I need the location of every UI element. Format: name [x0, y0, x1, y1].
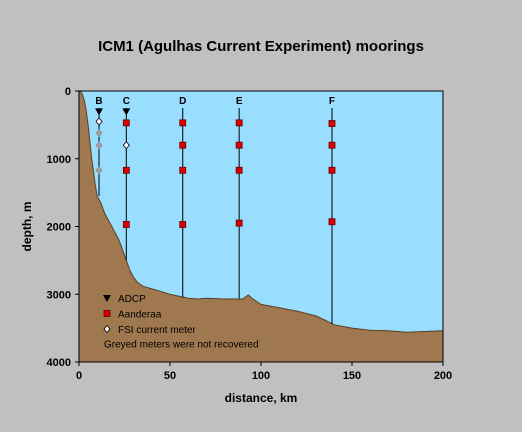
aanderaa-marker: [328, 141, 336, 149]
x-axis-title: distance, km: [225, 391, 298, 405]
fsi-marker: [95, 166, 103, 175]
x-tick-label: 200: [434, 370, 452, 382]
mooring-label: B: [95, 96, 102, 107]
seafloor-line: [78, 90, 444, 333]
aanderaa-marker: [328, 120, 336, 127]
x-tick-label: 100: [252, 370, 270, 382]
fsi-marker: [122, 141, 130, 150]
y-tick-label: 4000: [47, 357, 71, 369]
mooring-label: F: [329, 96, 335, 107]
chart-title: ICM1 (Agulhas Current Experiment) moorin…: [98, 38, 424, 55]
aanderaa-marker: [122, 221, 130, 228]
seafloor-area: [79, 91, 443, 362]
mooring-b: B: [95, 96, 104, 197]
mooring-label: E: [236, 96, 243, 107]
aanderaa-marker: [179, 119, 187, 127]
aanderaa-marker: [179, 166, 187, 174]
aanderaa-marker: [235, 141, 243, 149]
x-tick-label: 150: [343, 370, 361, 382]
legend-label: FSI current meter: [118, 325, 196, 336]
aanderaa-marker: [328, 218, 336, 226]
legend-adcp-marker: [103, 295, 111, 302]
x-tick-label: 50: [164, 370, 176, 382]
y-tick-label: 0: [65, 86, 71, 98]
y-tick-label: 3000: [47, 289, 71, 301]
mooring-f: F: [328, 96, 336, 325]
aanderaa-marker: [122, 119, 130, 127]
adcp-marker: [95, 108, 104, 116]
aanderaa-marker: [179, 221, 187, 228]
x-tick-label: 0: [76, 370, 82, 382]
legend-label: ADCP: [118, 294, 146, 305]
aanderaa-marker: [235, 119, 243, 127]
aanderaa-marker: [179, 141, 187, 149]
mooring-e: E: [235, 96, 243, 299]
mooring-label: C: [123, 96, 130, 107]
y-tick-label: 1000: [47, 154, 71, 166]
mooring-c: C: [122, 96, 131, 261]
aanderaa-marker: [235, 166, 243, 174]
aanderaa-marker: [235, 219, 243, 227]
y-tick-label: 2000: [47, 222, 71, 234]
fsi-marker: [95, 117, 103, 126]
aanderaa-marker: [328, 166, 336, 174]
fsi-marker: [95, 141, 103, 150]
aanderaa-marker: [122, 166, 130, 174]
legend-fsi-marker: [103, 324, 111, 334]
fsi-marker: [95, 128, 103, 138]
adcp-marker: [122, 108, 131, 116]
mooring-label: D: [179, 96, 186, 107]
y-axis-title: depth, m: [20, 202, 34, 252]
mooring-d: D: [179, 96, 186, 298]
legend-note: Greyed meters were not recovered: [104, 340, 259, 351]
legend-aanderaa-marker: [103, 310, 111, 317]
legend-label: Aanderaa: [118, 310, 162, 321]
